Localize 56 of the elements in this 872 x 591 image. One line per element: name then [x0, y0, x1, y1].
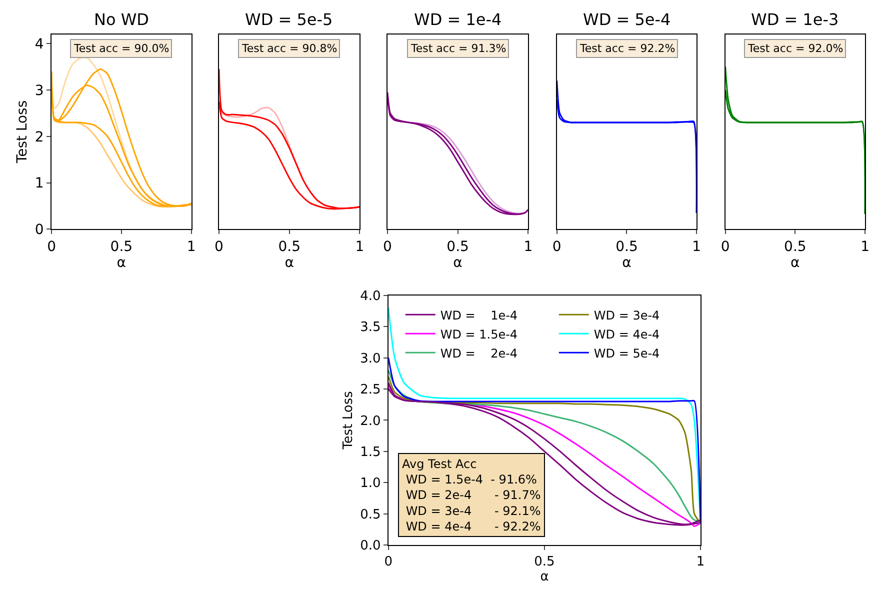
x-axis-title: α: [790, 254, 800, 271]
annotation: Test acc = 90.0%: [73, 42, 170, 55]
x-tick-label: 1: [692, 238, 702, 255]
y-tick-label: 3: [34, 82, 44, 99]
y-tick-label: 4.0: [360, 289, 381, 304]
x-axis-title: α: [116, 254, 126, 271]
legend-label: WD = 1.5e-4: [440, 327, 518, 342]
y-tick-label: 3.5: [360, 320, 381, 336]
legend-label: WD = 5e-4: [594, 346, 660, 360]
x-tick-label: 0: [47, 238, 56, 255]
annotation: Avg Test Acc WD = 1.5e-4 - 91.6% WD = 2e-4 - 91.7% WD = 3e-4 - 92.1% WD = 4e-4 - 92.2%: [402, 457, 541, 534]
x-axis-title: α: [540, 570, 549, 585]
chart-title: WD = 5e-5: [245, 10, 333, 29]
y-tick-label: 0.5: [360, 507, 381, 522]
x-tick-label: 0.5: [278, 238, 300, 255]
annotation: Test acc = 90.8%: [241, 42, 338, 55]
x-tick-label: 1: [860, 238, 870, 255]
y-tick-label: 1.0: [360, 476, 381, 492]
x-axis-title: α: [453, 254, 462, 271]
annotation: Test acc = 92.2%: [579, 42, 676, 55]
x-tick-label: 0: [382, 238, 392, 255]
annotation: Test acc = 92.0%: [747, 42, 844, 55]
y-axis-title: Test Loss: [14, 100, 30, 164]
x-tick-label: 0.5: [534, 554, 555, 570]
y-tick-label: 2.0: [360, 414, 381, 429]
x-tick-label: 0.5: [446, 238, 469, 255]
x-tick-label: 0: [214, 238, 224, 255]
legend-label: WD = 2e-4: [440, 346, 518, 360]
y-tick-label: 4: [34, 36, 44, 52]
y-axis-title: Test Loss: [341, 390, 356, 450]
chart-title: No WD: [94, 10, 149, 29]
x-tick-label: 1: [186, 238, 196, 255]
annotation: Test acc = 91.3%: [410, 42, 506, 55]
chart-title: WD = 5e-4: [583, 10, 671, 29]
x-tick-label: 1: [696, 554, 705, 570]
y-tick-label: 2: [34, 129, 44, 146]
chart-title: WD = 1e-4: [414, 10, 502, 29]
legend-label: WD = 3e-4: [594, 308, 660, 322]
y-tick-label: 3.0: [360, 351, 381, 366]
y-tick-label: 1: [34, 176, 44, 192]
x-tick-label: 0.5: [110, 238, 133, 255]
y-tick-label: 2.5: [360, 382, 381, 398]
y-tick-label: 0.0: [360, 538, 381, 554]
x-tick-label: 0: [384, 554, 393, 570]
y-tick-label: 0: [34, 222, 44, 238]
legend-label: WD = 1e-4: [440, 308, 518, 322]
x-axis-title: α: [622, 254, 632, 271]
chart-title: WD = 1e-3: [751, 10, 839, 29]
x-tick-label: 1: [524, 238, 533, 255]
x-tick-label: 0.5: [784, 238, 806, 255]
legend-label: WD = 4e-4: [594, 327, 660, 342]
x-axis-title: α: [284, 254, 294, 271]
x-tick-label: 0.5: [616, 238, 638, 255]
x-tick-label: 0: [720, 238, 730, 255]
x-tick-label: 0: [552, 238, 562, 255]
y-tick-label: 1.5: [360, 444, 381, 460]
